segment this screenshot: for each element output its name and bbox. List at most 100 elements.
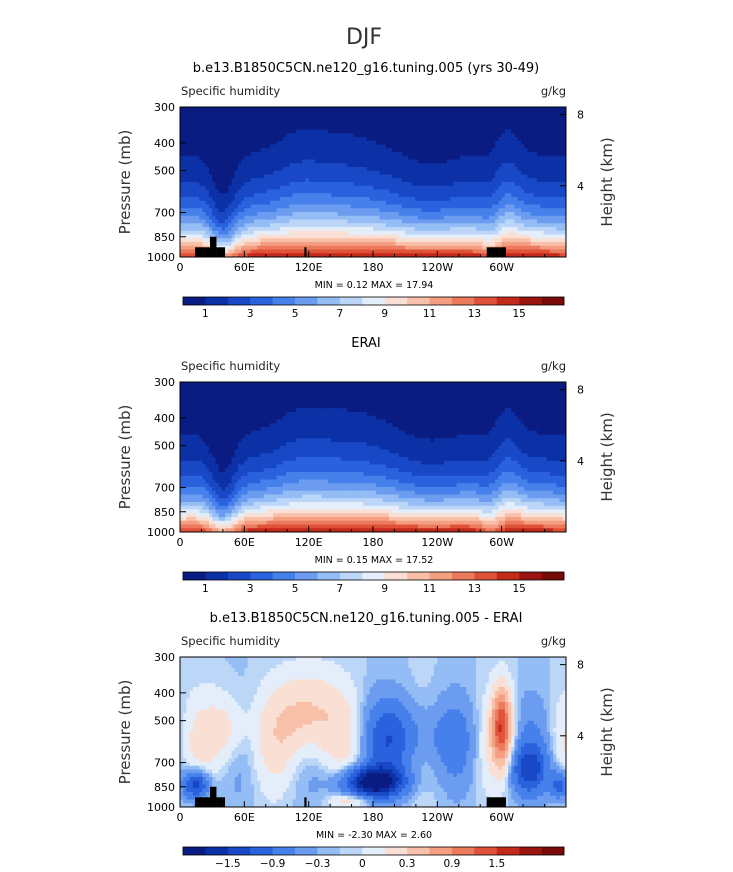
colorbar-label: 15 [513,583,526,595]
colorbar-label: 1.5 [488,858,505,870]
colorbar-swatch [474,572,498,580]
colorbar-swatch [183,297,206,305]
x-tick-label: 0 [177,811,184,824]
colorbar-swatch [429,297,453,305]
colorbar-label: 13 [468,583,481,595]
colorbar-swatch [205,297,229,305]
colorbar-label: 0.3 [399,858,416,870]
min-max-stats: MIN = -2.30 MAX = 2.60 [316,830,432,841]
x-tick-label: 60W [489,261,514,274]
y2-tick-label: 4 [577,180,584,193]
topography-mask [195,786,506,807]
x-tick-label: 0 [177,536,184,549]
colorbar-swatch [407,297,430,305]
colorbar-label: 11 [423,308,436,320]
colorbar: −1.5 −0.9 −0.3 0 0.3 0.9 1.5 [182,846,565,870]
colorbar-swatch [295,847,318,855]
y-tick-label: 300 [154,376,175,389]
y-tick-label: 400 [154,412,175,425]
x-tick-label: 60E [234,261,255,274]
panels: b.e13.B1850C5CN.ne120_g16.tuning.005 (yr… [116,61,616,870]
y-tick-label: 1000 [147,801,175,814]
colorbar-label: 11 [423,583,436,595]
colorbar-swatch [496,847,520,855]
x-tick-label: 0 [177,261,184,274]
colorbar-swatch [407,572,430,580]
y-tick-label: 300 [154,101,175,114]
colorbar-label: −1.5 [215,858,241,870]
y-axis-label: Pressure (mb) [116,405,134,510]
colorbar-swatch [362,847,385,855]
variable-label: Specific humidity [181,359,280,373]
colorbar-swatch [496,297,520,305]
y-tick-label: 400 [154,687,175,700]
colorbar-label: −0.9 [260,858,286,870]
colorbar-label: 13 [468,308,481,320]
colorbar-swatch [339,572,363,580]
colorbar-swatch [384,297,408,305]
y-tick-label: 300 [154,651,175,664]
min-max-stats: MIN = 0.15 MAX = 17.52 [315,555,434,566]
panel-title: b.e13.B1850C5CN.ne120_g16.tuning.005 (yr… [193,61,539,76]
y2-tick-label: 8 [577,384,584,397]
colorbar-label: 1 [202,583,209,595]
variable-label: Specific humidity [181,634,280,648]
colorbar-swatch [407,847,430,855]
colorbar-swatch [183,847,206,855]
colorbar-swatch [429,847,453,855]
colorbar-swatch [317,847,341,855]
y2-axis-label: Height (km) [598,412,616,501]
colorbar-swatch [250,297,273,305]
colorbar-label: 15 [513,308,526,320]
panel-title: b.e13.B1850C5CN.ne120_g16.tuning.005 - E… [210,611,523,626]
y-axis-label: Pressure (mb) [116,130,134,235]
colorbar-label: 9 [381,308,388,320]
colorbar-swatch [384,847,408,855]
colorbar-swatch [339,297,363,305]
field-cells [180,107,567,258]
panel-title: ERAI [351,336,380,351]
y-tick-label: 700 [154,757,175,770]
y2-tick-label: 4 [577,455,584,468]
x-tick-label: 120E [295,261,323,274]
y-axis-label: Pressure (mb) [116,680,134,785]
x-tick-label: 60E [234,536,255,549]
colorbar-swatch [272,847,296,855]
colorbar-frame [182,846,565,856]
colorbar-swatch [272,572,296,580]
y-tick-label: 700 [154,207,175,220]
colorbar-swatch [474,847,498,855]
colorbar-label: 5 [292,583,299,595]
x-tick-label: 120E [295,811,323,824]
colorbar-swatch [519,297,542,305]
colorbar-swatch [227,572,251,580]
y2-tick-label: 8 [577,659,584,672]
colorbar-swatch [227,847,251,855]
y-tick-label: 700 [154,482,175,495]
min-max-stats: MIN = 0.12 MAX = 17.94 [315,280,434,291]
colorbar-swatch [317,297,341,305]
colorbar-label: 1 [202,308,209,320]
colorbar-swatch [250,847,273,855]
units-label: g/kg [541,84,566,98]
variable-label: Specific humidity [181,84,280,98]
y-tick-label: 1000 [147,251,175,264]
colorbar: 1 3 5 7 9 11 13 15 [182,571,565,595]
x-tick-label: 120W [421,536,453,549]
colorbar-label: 7 [337,308,344,320]
colorbar-label: 5 [292,308,299,320]
y-tick-label: 500 [154,165,175,178]
colorbar-swatch [429,572,453,580]
colorbar-swatch [183,572,206,580]
colorbar-swatch [451,297,475,305]
y2-axis-label: Height (km) [598,137,616,226]
colorbar-frame [182,296,565,306]
field-cells [180,382,567,533]
colorbar-swatch [474,297,498,305]
colorbar-swatch [317,572,341,580]
x-tick-label: 60W [489,536,514,549]
y-tick-label: 500 [154,440,175,453]
colorbar-swatch [384,572,408,580]
x-tick-label: 180 [363,811,384,824]
colorbar-swatch [451,847,475,855]
